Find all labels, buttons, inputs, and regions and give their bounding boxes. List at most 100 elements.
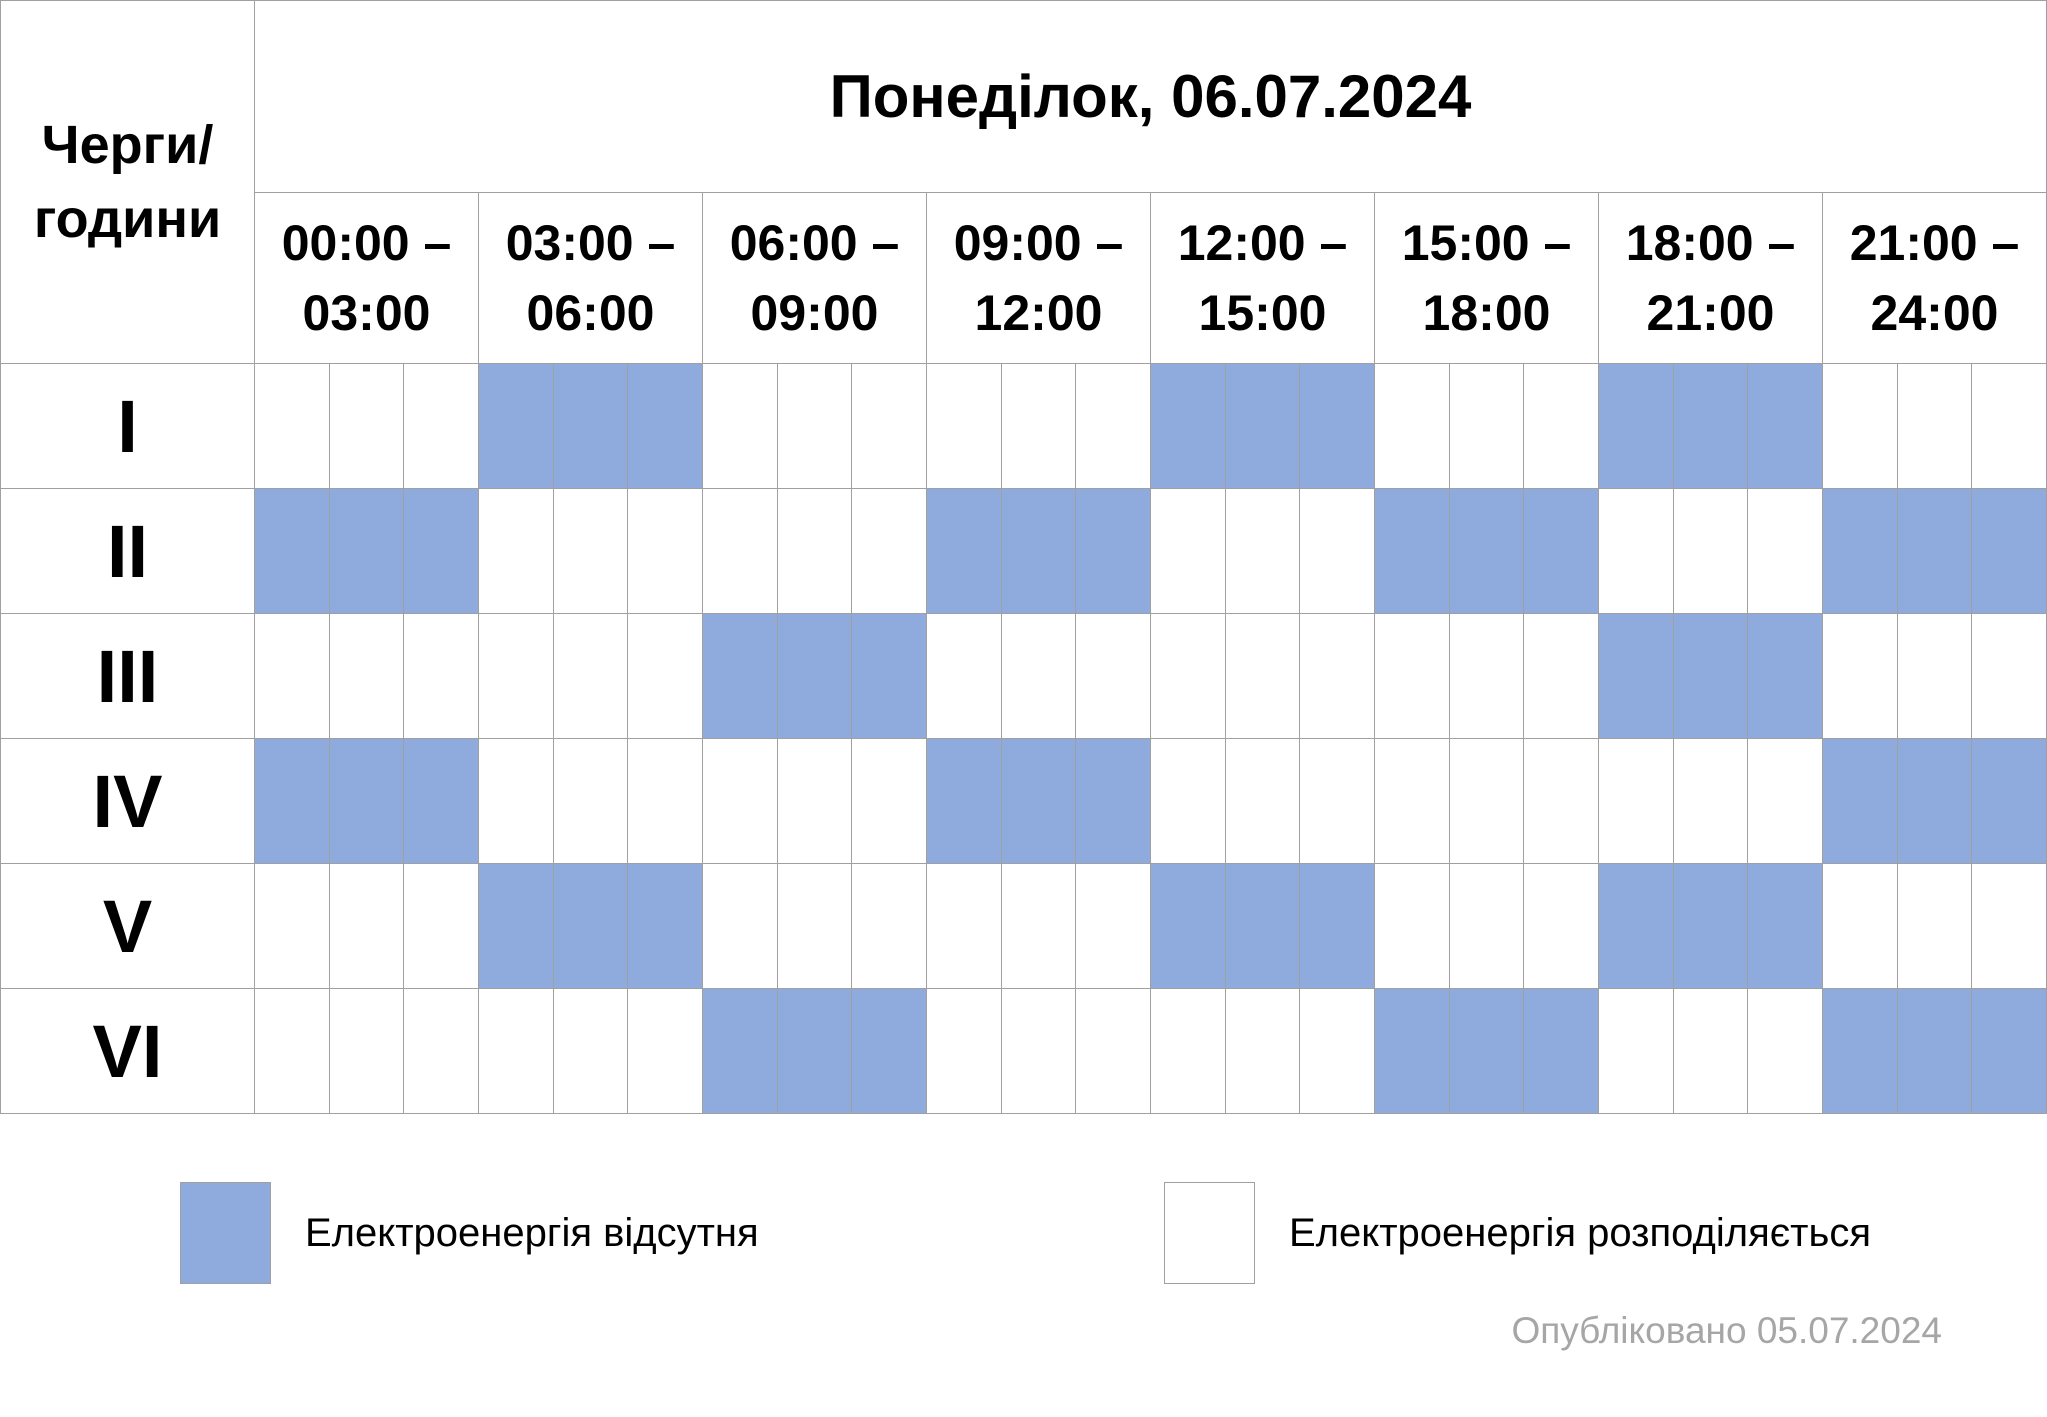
hour-cell-power: [1673, 989, 1749, 1114]
hour-cell-outage: [1001, 739, 1077, 864]
hour-cell-outage: [1673, 614, 1749, 739]
hour-cell-power: [1225, 489, 1301, 614]
hour-cell-power: [1599, 989, 1674, 1114]
hour-cell-outage: [1449, 489, 1525, 614]
hour-cell-power: [404, 864, 479, 989]
hour-cell-power: [1524, 614, 1599, 739]
hour-cell-power: [479, 989, 554, 1114]
hour-cell-power: [479, 489, 554, 614]
hour-cell-outage: [1375, 989, 1450, 1114]
corner-header: Черги/ години: [0, 0, 255, 364]
hour-cell-power: [553, 739, 629, 864]
hour-cell-power: [1375, 364, 1450, 489]
queue-label: V: [0, 864, 255, 989]
hour-cell-power: [1001, 614, 1077, 739]
hour-cell-outage: [777, 989, 853, 1114]
hour-cell-outage: [1151, 364, 1226, 489]
hour-cell-power: [329, 364, 405, 489]
hour-cell-outage: [1599, 864, 1674, 989]
legend-swatch-off: [180, 1182, 271, 1284]
time-slot-header: 21:00 – 24:00: [1823, 193, 2047, 364]
hour-cell-outage: [1225, 364, 1301, 489]
hour-cell-power: [1972, 364, 2047, 489]
queue-label: IV: [0, 739, 255, 864]
hour-cell-outage: [927, 739, 1002, 864]
hour-cell-power: [777, 864, 853, 989]
hour-cell-power: [1897, 864, 1973, 989]
hour-cell-power: [628, 989, 703, 1114]
hour-cell-outage: [1225, 864, 1301, 989]
hour-cell-power: [1076, 614, 1151, 739]
hour-cell-power: [1748, 739, 1823, 864]
hour-cell-outage: [404, 489, 479, 614]
hour-cell-power: [479, 614, 554, 739]
hour-cell-power: [852, 739, 927, 864]
hour-cell-outage: [1972, 489, 2047, 614]
hour-cell-power: [1225, 614, 1301, 739]
hour-cell-power: [1524, 364, 1599, 489]
hour-cell-power: [1375, 739, 1450, 864]
hour-cell-outage: [1001, 489, 1077, 614]
hour-cell-outage: [1599, 364, 1674, 489]
hour-cell-outage: [1673, 864, 1749, 989]
hour-cell-outage: [1748, 614, 1823, 739]
hour-cell-outage: [255, 739, 330, 864]
hour-cell-power: [553, 989, 629, 1114]
hour-cell-power: [703, 489, 778, 614]
hour-cell-outage: [1076, 739, 1151, 864]
hour-cell-outage: [1972, 739, 2047, 864]
published-date: Опубліковано 05.07.2024: [1511, 1310, 1942, 1351]
hour-cell-outage: [1823, 989, 1898, 1114]
hour-cell-outage: [852, 989, 927, 1114]
hour-cell-power: [852, 489, 927, 614]
time-slot-header: 03:00 – 06:00: [479, 193, 703, 364]
hour-cell-outage: [1449, 989, 1525, 1114]
hour-cell-power: [1001, 989, 1077, 1114]
hour-cell-power: [852, 864, 927, 989]
hour-cell-power: [404, 989, 479, 1114]
queue-label: I: [0, 364, 255, 489]
hour-cell-power: [1225, 739, 1301, 864]
hour-cell-power: [553, 614, 629, 739]
hour-cell-power: [404, 614, 479, 739]
hour-cell-power: [1748, 989, 1823, 1114]
page-title: Понеділок, 06.07.2024: [255, 0, 2047, 193]
queue-label: III: [0, 614, 255, 739]
hour-cell-power: [703, 864, 778, 989]
hour-cell-power: [777, 739, 853, 864]
hour-cell-power: [1823, 864, 1898, 989]
hour-cell-power: [927, 989, 1002, 1114]
queue-label: II: [0, 489, 255, 614]
hour-cell-power: [1151, 489, 1226, 614]
legend-label-on: Електроенергія розподіляється: [1289, 1211, 1871, 1255]
time-slot-header: 06:00 – 09:00: [703, 193, 927, 364]
hour-cell-outage: [329, 489, 405, 614]
hour-cell-outage: [1748, 864, 1823, 989]
hour-cell-power: [1076, 989, 1151, 1114]
hour-cell-power: [1449, 614, 1525, 739]
hour-cell-power: [404, 364, 479, 489]
hour-cell-power: [1375, 864, 1450, 989]
hour-cell-power: [1449, 739, 1525, 864]
hour-cell-power: [1300, 989, 1375, 1114]
hour-cell-power: [1673, 739, 1749, 864]
hour-cell-power: [329, 614, 405, 739]
hour-cell-power: [255, 989, 330, 1114]
hour-cell-power: [1001, 364, 1077, 489]
hour-cell-outage: [1300, 864, 1375, 989]
hour-cell-power: [1599, 739, 1674, 864]
hour-cell-outage: [1823, 489, 1898, 614]
hour-cell-power: [1897, 364, 1973, 489]
hour-cell-outage: [1673, 364, 1749, 489]
hour-cell-power: [852, 364, 927, 489]
hour-cell-power: [1524, 739, 1599, 864]
hour-cell-power: [479, 739, 554, 864]
hour-cell-outage: [1076, 489, 1151, 614]
hour-cell-power: [703, 739, 778, 864]
hour-cell-outage: [329, 739, 405, 864]
hour-cell-outage: [255, 489, 330, 614]
hour-cell-power: [329, 989, 405, 1114]
hour-cell-power: [777, 364, 853, 489]
time-slot-header: 00:00 – 03:00: [255, 193, 479, 364]
hour-cell-power: [255, 614, 330, 739]
